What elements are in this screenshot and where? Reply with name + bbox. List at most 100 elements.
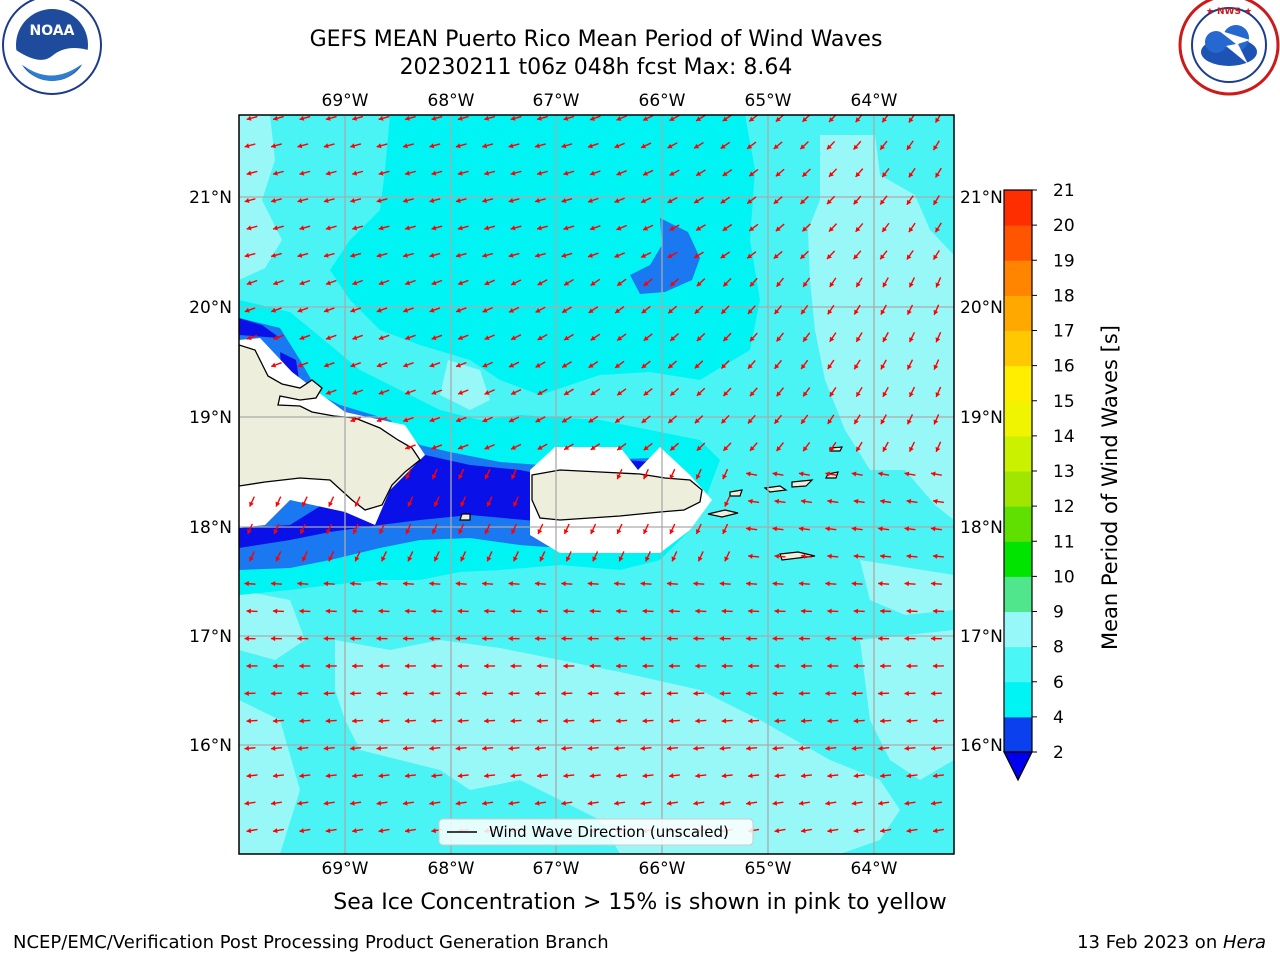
wave-arrowhead (352, 663, 357, 669)
colorbar-tick-label: 18 (1053, 286, 1075, 306)
wave-arrowhead (510, 115, 516, 121)
field-light-6 (440, 360, 490, 410)
wave-arrowhead (880, 419, 886, 425)
wave-arrowhead (271, 143, 276, 149)
wave-arrowhead (747, 418, 753, 424)
wave-arrowhead (878, 636, 883, 642)
wave-arrowhead (508, 143, 514, 149)
wave-arrowhead (455, 636, 461, 642)
wave-arrowhead (774, 663, 779, 669)
wave-arrowhead (511, 474, 516, 480)
wave-arrowhead (826, 199, 832, 205)
wave-arrowhead (878, 800, 883, 806)
wave-arrowhead (381, 556, 386, 562)
wave-arrowhead (376, 690, 381, 697)
wave-arrowhead (402, 581, 408, 587)
wave-arrowhead (325, 170, 331, 176)
wave-arrowhead (829, 336, 835, 342)
wave-arrowhead (589, 718, 595, 724)
wave-arrowhead (299, 529, 305, 534)
map-border (238, 114, 955, 855)
wave-arrowhead (299, 663, 304, 669)
wave-arrowhead (482, 307, 488, 313)
wave-arrowhead (458, 529, 464, 534)
colorbar-swatch (1004, 190, 1032, 226)
wave-arrowhead (297, 800, 302, 806)
wave-arrowhead (800, 828, 806, 834)
wave-arrowhead (403, 198, 408, 204)
wave-arrowhead (378, 773, 384, 779)
wave-arrowhead (508, 581, 513, 587)
wave-arrowhead (431, 225, 437, 231)
wave-arrowhead (323, 800, 329, 806)
noaa-logo-text: NOAA (30, 23, 75, 39)
wave-arrowhead (614, 636, 619, 642)
wave-arrowhead (932, 498, 938, 504)
wave-arrowhead (403, 143, 408, 149)
wave-arrowhead (880, 718, 885, 724)
wave-arrowhead (614, 745, 619, 751)
wave-arrowhead (882, 117, 887, 123)
wave-arrowhead (271, 307, 277, 313)
wave-arrowhead (460, 501, 466, 507)
lon-label-top: 66°W (639, 91, 686, 111)
wave-arrowhead (402, 636, 408, 642)
wave-arrowhead (930, 636, 936, 642)
wave-arrowhead (405, 115, 410, 121)
wave-arrowhead (323, 636, 329, 642)
wave-arrowhead (670, 336, 676, 341)
wave-arrowhead (561, 800, 566, 806)
wave-arrowhead (299, 608, 304, 614)
wave-arrowhead (270, 690, 276, 697)
wave-arrowhead (271, 198, 276, 204)
wave-arrowhead (800, 253, 806, 259)
lat-label-right: 18°N (960, 518, 1003, 538)
wave-arrowhead (484, 474, 490, 480)
wave-arrowhead (614, 143, 620, 149)
wave-arrowhead (671, 556, 677, 562)
wave-arrowhead (589, 608, 595, 614)
wave-arrowhead (429, 690, 434, 697)
island-tortola (791, 479, 814, 488)
wave-arrowhead (508, 252, 514, 258)
wave-arrowhead (457, 115, 463, 121)
wave-arrowhead (614, 198, 620, 204)
wave-arrowhead (801, 364, 806, 370)
wave-arrowhead (774, 773, 780, 779)
wave-arrowhead (433, 501, 439, 507)
wave-arrowhead (275, 501, 281, 507)
wave-arrowhead (484, 170, 490, 176)
wave-arrowhead (935, 392, 941, 398)
wave-arrowhead (615, 308, 621, 314)
wave-arrowhead (798, 800, 804, 806)
wave-arrowhead (909, 337, 914, 343)
wave-arrowhead (773, 144, 779, 149)
wave-arrowhead (536, 773, 542, 779)
wave-arrowhead (482, 800, 487, 806)
wave-arrowhead (695, 474, 701, 480)
field-mid-0 (330, 115, 760, 395)
wave-arrowhead (590, 335, 596, 341)
wave-arrowhead (694, 143, 700, 149)
wave-arrowhead (405, 444, 411, 450)
wave-arrowhead (668, 608, 674, 614)
wave-arrowhead (719, 745, 725, 751)
footer-credit: NCEP/EMC/Verification Post Processing Pr… (13, 932, 609, 953)
wave-arrowhead (484, 444, 490, 450)
wave-arrowhead (747, 308, 753, 314)
wave-arrowhead (878, 581, 883, 587)
wave-arrowhead (350, 417, 356, 423)
wave-arrowhead (722, 226, 728, 231)
map-subtitle: 20230211 t06z 048h fcst Max: 8.64 (399, 55, 793, 80)
wave-arrowhead (273, 280, 279, 286)
wave-arrowhead (772, 581, 777, 587)
wave-arrowhead (933, 364, 939, 370)
lon-label-bottom: 64°W (851, 859, 898, 879)
wave-arrowhead (854, 419, 859, 425)
wave-arrowhead (882, 391, 888, 397)
wave-arrowhead (932, 663, 938, 669)
wave-arrowhead (723, 391, 729, 396)
wave-arrowhead (376, 745, 382, 751)
wave-arrowhead (536, 608, 542, 614)
wave-arrowhead (748, 718, 753, 724)
